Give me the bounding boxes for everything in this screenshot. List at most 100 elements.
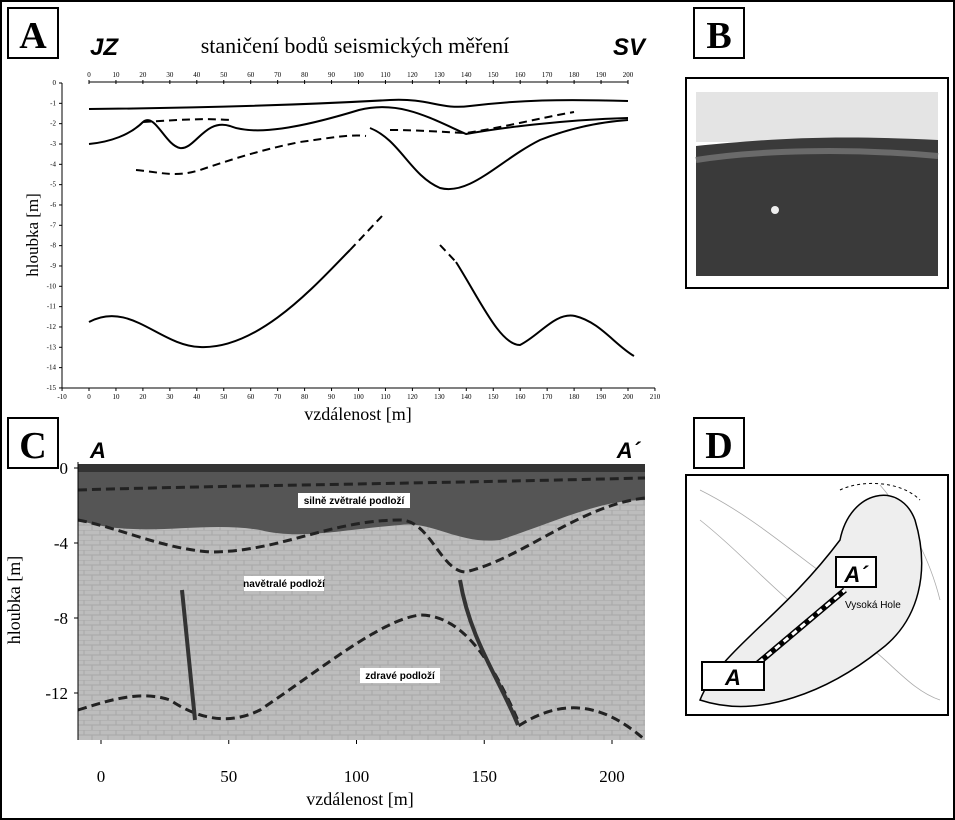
x-tick-label: 120 (407, 393, 418, 401)
panel-title: staničení bodů seismických měření (201, 33, 510, 58)
direction-label: SV (613, 34, 647, 61)
zone-box (244, 576, 324, 591)
x-tick-label: 90 (328, 393, 336, 401)
station-tick-label: 110 (380, 71, 391, 79)
summit-area (699, 494, 923, 708)
panel-label: B (706, 15, 731, 57)
y-tick-label: -12 (47, 323, 57, 331)
station-tick-label: 150 (488, 71, 499, 79)
x-tick-label: 0 (87, 393, 91, 401)
photo-flower (771, 206, 779, 214)
interface-line (369, 119, 629, 191)
station-tick-label: 40 (193, 71, 201, 79)
x-tick-label: 10 (112, 393, 120, 401)
station-tick-label: 60 (247, 71, 255, 79)
y-tick-label: 0 (60, 459, 69, 478)
x-tick-label: 160 (515, 393, 526, 401)
x-tick-label: 20 (139, 393, 147, 401)
station-tick-label: 70 (274, 71, 282, 79)
y-tick-label: -10 (47, 282, 57, 290)
y-tick-label: -9 (50, 262, 56, 270)
station-tick-label: 10 (112, 71, 120, 79)
x-tick-label: 50 (220, 393, 228, 401)
photo-texture (695, 148, 939, 163)
x-tick-label: 100 (344, 767, 370, 786)
interface-line (88, 98, 629, 110)
x-tick-label: 170 (542, 393, 553, 401)
zone-label: zdravé podloží (365, 671, 436, 682)
x-tick-label: 110 (380, 393, 391, 401)
interface-line (88, 249, 351, 349)
section-end-label: A´ (616, 438, 642, 463)
x-tick-label: 30 (166, 393, 174, 401)
direction-label: JZ (90, 34, 119, 61)
station-tick-label: 140 (461, 71, 472, 79)
y-tick-label: -12 (45, 684, 68, 703)
x-tick-label: 100 (353, 393, 364, 401)
boundary-line (77, 476, 646, 492)
x-tick-label: 130 (434, 393, 445, 401)
interface-line (439, 244, 457, 263)
profile-line (749, 588, 846, 672)
station-tick-label: 180 (569, 71, 580, 79)
x-tick-label: -10 (57, 393, 67, 401)
marker-box (701, 661, 765, 691)
y-axis-label: hloubka [m] (23, 193, 42, 277)
station-tick-label: 190 (596, 71, 607, 79)
y-axis-label: hloubka [m] (4, 556, 24, 644)
photo-ground (696, 137, 938, 276)
zone-labels: silně zvětralé podloží navětralé podloží… (243, 493, 440, 683)
station-tick-label: 20 (139, 71, 147, 79)
x-tick-label: 60 (247, 393, 255, 401)
zone-box (298, 493, 410, 508)
y-tick-label: -11 (47, 303, 57, 311)
y-tick-label: -6 (50, 201, 56, 209)
x-tick-label: 200 (599, 767, 625, 786)
zone-box (360, 668, 440, 683)
station-tick-label: 160 (515, 71, 526, 79)
x-tick-label: 0 (97, 767, 106, 786)
station-tick-label: 120 (407, 71, 418, 79)
panel-label-box (7, 417, 59, 469)
y-tick-label: -5 (50, 181, 56, 189)
y-tick-label: -14 (47, 364, 57, 372)
station-tick-label: 170 (542, 71, 553, 79)
map-marker: A (724, 665, 741, 690)
station-tick-label: 0 (87, 71, 91, 79)
y-tick-label: -3 (50, 140, 56, 148)
x-tick-label: 140 (461, 393, 472, 401)
x-axis-label: vzdálenost [m] (306, 789, 413, 809)
photo-sky (696, 92, 938, 142)
map-marker: A´ (843, 562, 869, 587)
x-tick-label: 190 (596, 393, 607, 401)
x-tick-label: 210 (650, 393, 661, 401)
x-axis-label: vzdálenost [m] (304, 404, 411, 424)
topsoil (78, 464, 645, 472)
zone-label: silně zvětralé podloží (304, 496, 406, 507)
station-tick-label: 50 (220, 71, 228, 79)
x-tick-label: 150 (472, 767, 498, 786)
fault (180, 579, 520, 726)
y-tick-label: -4 (50, 160, 56, 168)
y-tick-label: -15 (47, 384, 57, 392)
station-tick-label: 90 (328, 71, 336, 79)
panel-label-box (693, 7, 745, 59)
boundary-line (77, 613, 646, 742)
place-name: Vysoká Hole (845, 600, 901, 611)
y-tick-label: -2 (50, 120, 56, 128)
marker-box (835, 556, 877, 588)
y-tick-label: -4 (54, 534, 69, 553)
y-tick-label: -13 (47, 343, 57, 351)
x-tick-label: 70 (274, 393, 282, 401)
panel-label-box (693, 417, 745, 469)
zone-label: navětralé podloží (243, 579, 326, 590)
x-tick-label: 40 (193, 393, 201, 401)
x-tick-label: 200 (623, 393, 634, 401)
interface-line (142, 118, 231, 123)
panel-label: C (19, 425, 46, 467)
y-tick-label: -8 (50, 242, 56, 250)
x-tick-label: 50 (220, 767, 237, 786)
x-tick-label: 150 (488, 393, 499, 401)
panel-label-box (7, 7, 59, 59)
